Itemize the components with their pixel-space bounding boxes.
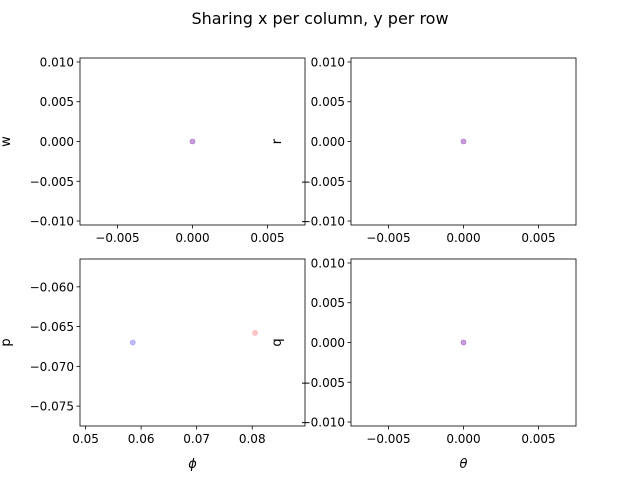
data-point (129, 339, 136, 346)
subplot-4: −0.005 0.000 0.005 0.010 0.005 0.000 −0.005 −0.… (270, 256, 577, 472)
y-axis-label: q (270, 338, 285, 346)
subplot-grid: −0.005 0.000 0.005 0.010 0.005 0.000 −0.005 −0.… (0, 55, 577, 472)
y-axis-label: r (270, 138, 285, 144)
y-axis-label: p (0, 338, 14, 346)
x-tick-label: −0.005 (366, 231, 410, 245)
x-tick-label: 0.005 (521, 231, 555, 245)
x-tick-label: 0.005 (250, 231, 284, 245)
y-tick-label: −0.075 (30, 400, 74, 414)
y-tick-label: 0.005 (311, 296, 345, 310)
y-axis-label: w (0, 136, 14, 147)
y-tick-label: −0.005 (301, 175, 345, 189)
y-tick-label: 0.010 (311, 55, 345, 69)
data-point (460, 138, 467, 145)
x-tick-label: 0.08 (239, 432, 266, 446)
subplot-1: −0.005 0.000 0.005 0.010 0.005 0.000 −0.005 −0.… (0, 55, 306, 245)
x-tick-label: 0.06 (128, 432, 155, 446)
data-point (460, 339, 467, 346)
y-tick-label: 0.010 (40, 55, 74, 69)
y-tick-label: −0.010 (301, 215, 345, 229)
y-tick-label: −0.010 (30, 215, 74, 229)
x-axis-label: θ (460, 457, 468, 472)
y-tick-label: −0.060 (30, 280, 74, 294)
y-tick-label: 0.000 (311, 336, 345, 350)
plot-frame (79, 258, 306, 427)
x-tick-label: 0.005 (521, 432, 555, 446)
y-tick-label: −0.065 (30, 320, 74, 334)
y-tick-label: −0.005 (30, 175, 74, 189)
y-tick-label: 0.005 (311, 95, 345, 109)
y-tick-label: −0.070 (30, 360, 74, 374)
data-point (252, 330, 258, 336)
x-tick-label: −0.005 (95, 231, 139, 245)
data-point (189, 138, 196, 145)
y-tick-label: 0.000 (40, 135, 74, 149)
y-tick-label: 0.010 (311, 256, 345, 270)
x-tick-label: 0.07 (183, 432, 210, 446)
y-tick-label: 0.005 (40, 95, 74, 109)
figure-title: Sharing x per column, y per row (191, 9, 448, 28)
y-tick-label: −0.010 (301, 416, 345, 430)
y-tick-label: 0.000 (311, 135, 345, 149)
subplot-3: 0.05 0.06 0.07 0.08 −0.060 −0.065 −0.070 −0.075… (0, 258, 306, 472)
x-tick-label: 0.000 (446, 432, 480, 446)
x-tick-label: 0.000 (446, 231, 480, 245)
x-tick-label: 0.000 (175, 231, 209, 245)
x-tick-label: 0.05 (72, 432, 99, 446)
y-tick-label: −0.005 (301, 376, 345, 390)
x-tick-label: −0.005 (366, 432, 410, 446)
x-axis-label: ϕ (188, 457, 197, 472)
subplot-2: −0.005 0.000 0.005 0.010 0.005 0.000 −0.005 −0.… (270, 55, 577, 245)
